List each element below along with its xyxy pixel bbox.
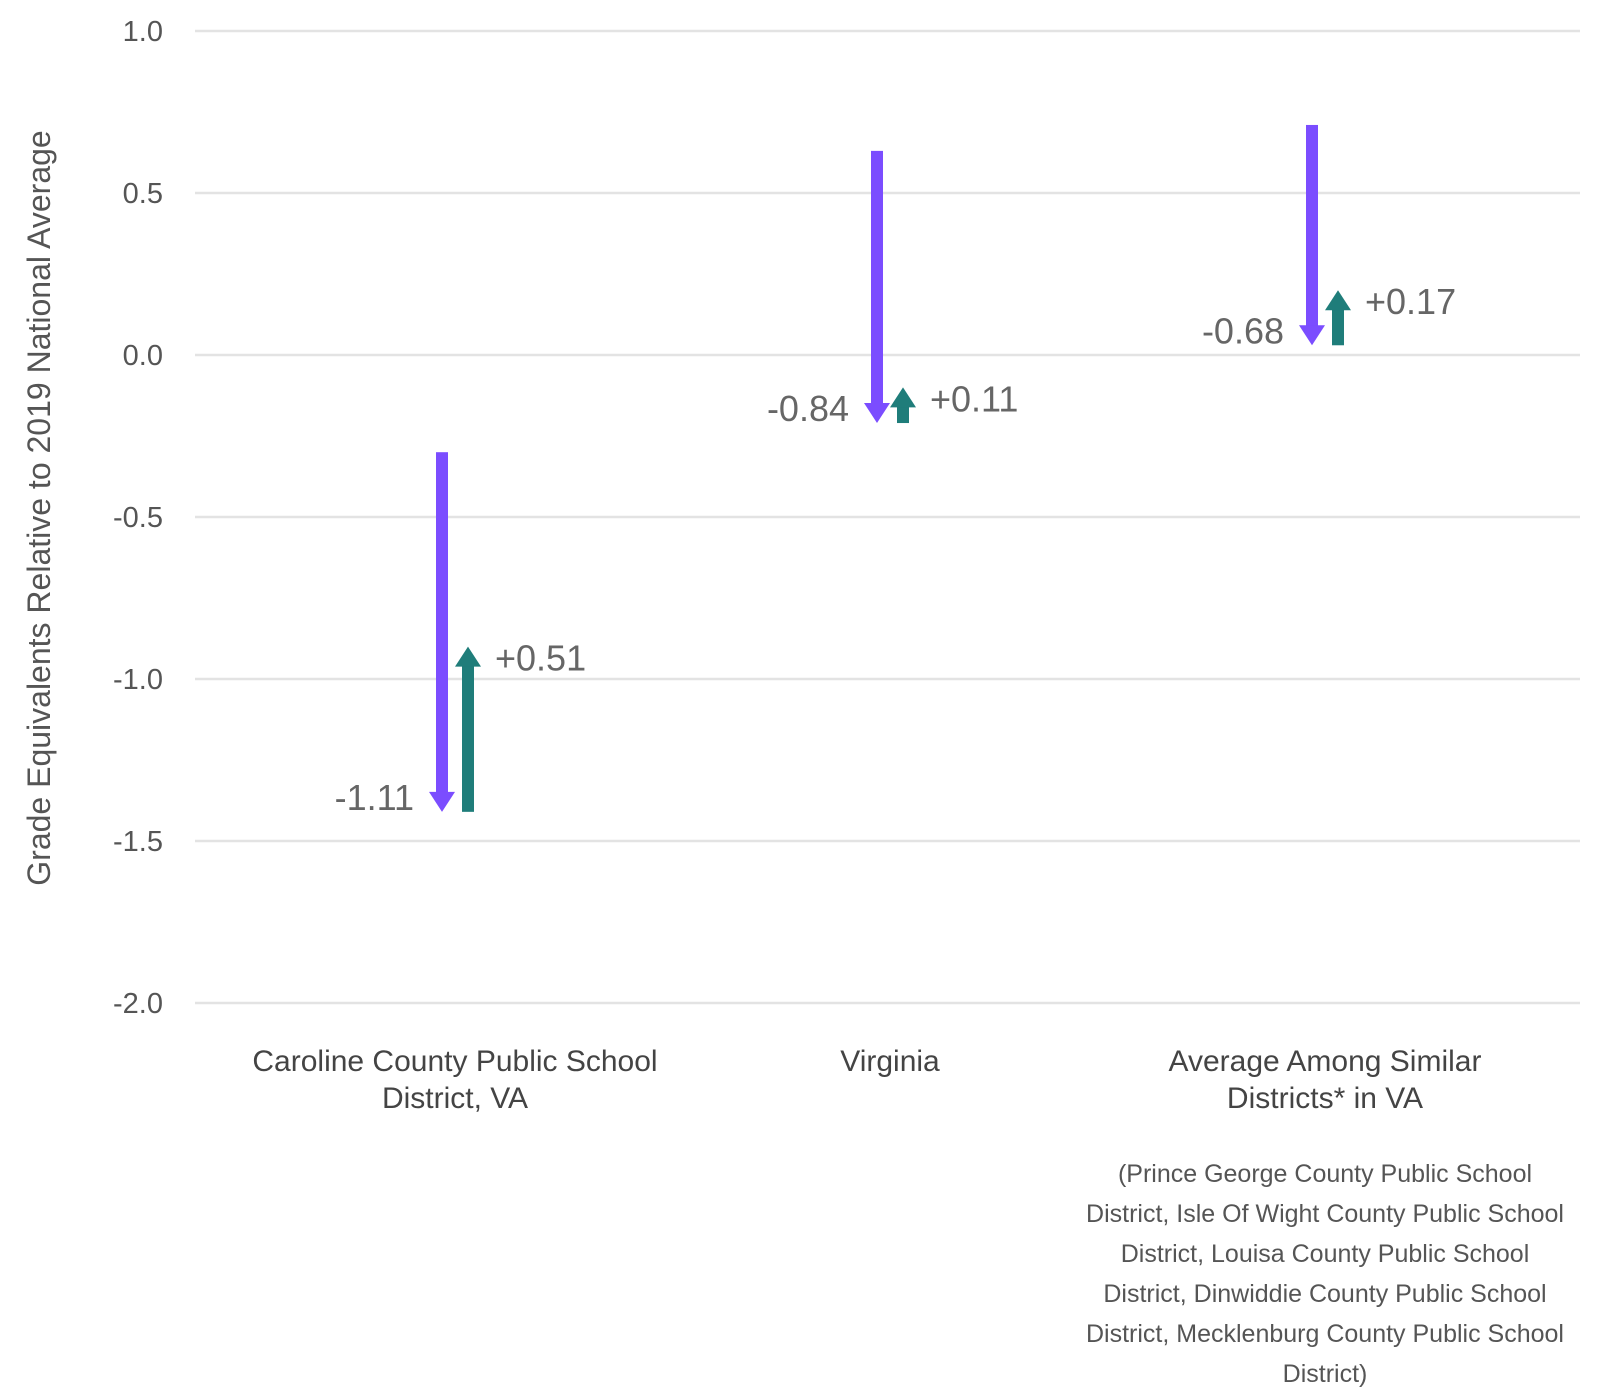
- y-tick-label: 1.0: [123, 16, 163, 48]
- y-tick-label: 0.0: [123, 340, 163, 372]
- recovery-arrow-head: [890, 387, 916, 408]
- recovery-value-label: +0.51: [495, 638, 586, 679]
- recovery-value-label: +0.11: [930, 378, 1018, 419]
- recovery-arrow-head: [455, 646, 481, 667]
- category-note: District): [1283, 1360, 1368, 1388]
- decline-arrow-shaft: [1306, 124, 1318, 328]
- y-axis-label: Grade Equivalents Relative to 2019 Natio…: [21, 130, 57, 885]
- category-label: District, VA: [382, 1082, 528, 1115]
- recovery-arrow-shaft: [1332, 308, 1344, 346]
- category-labels: Caroline County Public School District, V…: [252, 1045, 1564, 1388]
- y-tick-label: -1.5: [113, 826, 163, 858]
- recovery-arrow-head: [1325, 290, 1351, 311]
- decline-arrow-shaft: [871, 150, 883, 406]
- category-label: Caroline County Public School: [252, 1045, 657, 1078]
- decline-arrow-head: [864, 403, 890, 424]
- y-tick-label: -1.0: [113, 664, 163, 696]
- category-note: District, Mecklenburg County Public Scho…: [1086, 1320, 1564, 1348]
- decline-arrow-head: [1299, 325, 1325, 346]
- category-label: Districts* in VA: [1227, 1082, 1423, 1115]
- decline-value-label: -1.11: [335, 777, 414, 818]
- y-tick-label: -2.0: [113, 988, 163, 1020]
- category-note: District, Isle Of Wight County Public Sc…: [1086, 1200, 1564, 1228]
- category-note: (Prince George County Public School: [1118, 1160, 1532, 1188]
- category-note: District, Louisa County Public School: [1121, 1240, 1530, 1268]
- decline-value-label: -0.84: [767, 388, 849, 429]
- gridlines: [195, 29, 1580, 1005]
- category-label: Virginia: [840, 1045, 940, 1078]
- decline-arrow-head: [429, 791, 455, 812]
- decline-arrow-shaft: [436, 452, 448, 794]
- arrow-marks: -1.11 +0.51 -0.84 +0.11 -0.68 +0.17: [335, 124, 1456, 818]
- recovery-value-label: +0.17: [1365, 281, 1456, 322]
- recovery-arrow-shaft: [462, 664, 474, 812]
- category-label: Average Among Similar: [1169, 1045, 1482, 1078]
- recovery-arrow-shaft: [897, 405, 909, 424]
- decline-value-label: -0.68: [1202, 310, 1284, 351]
- category-note: District, Dinwiddie County Public School: [1103, 1280, 1546, 1308]
- y-tick-label: -0.5: [113, 502, 163, 534]
- y-tick-label: 0.5: [123, 178, 163, 210]
- y-axis-ticks: 1.0 0.5 0.0 -0.5 -1.0 -1.5 -2.0: [113, 16, 163, 1020]
